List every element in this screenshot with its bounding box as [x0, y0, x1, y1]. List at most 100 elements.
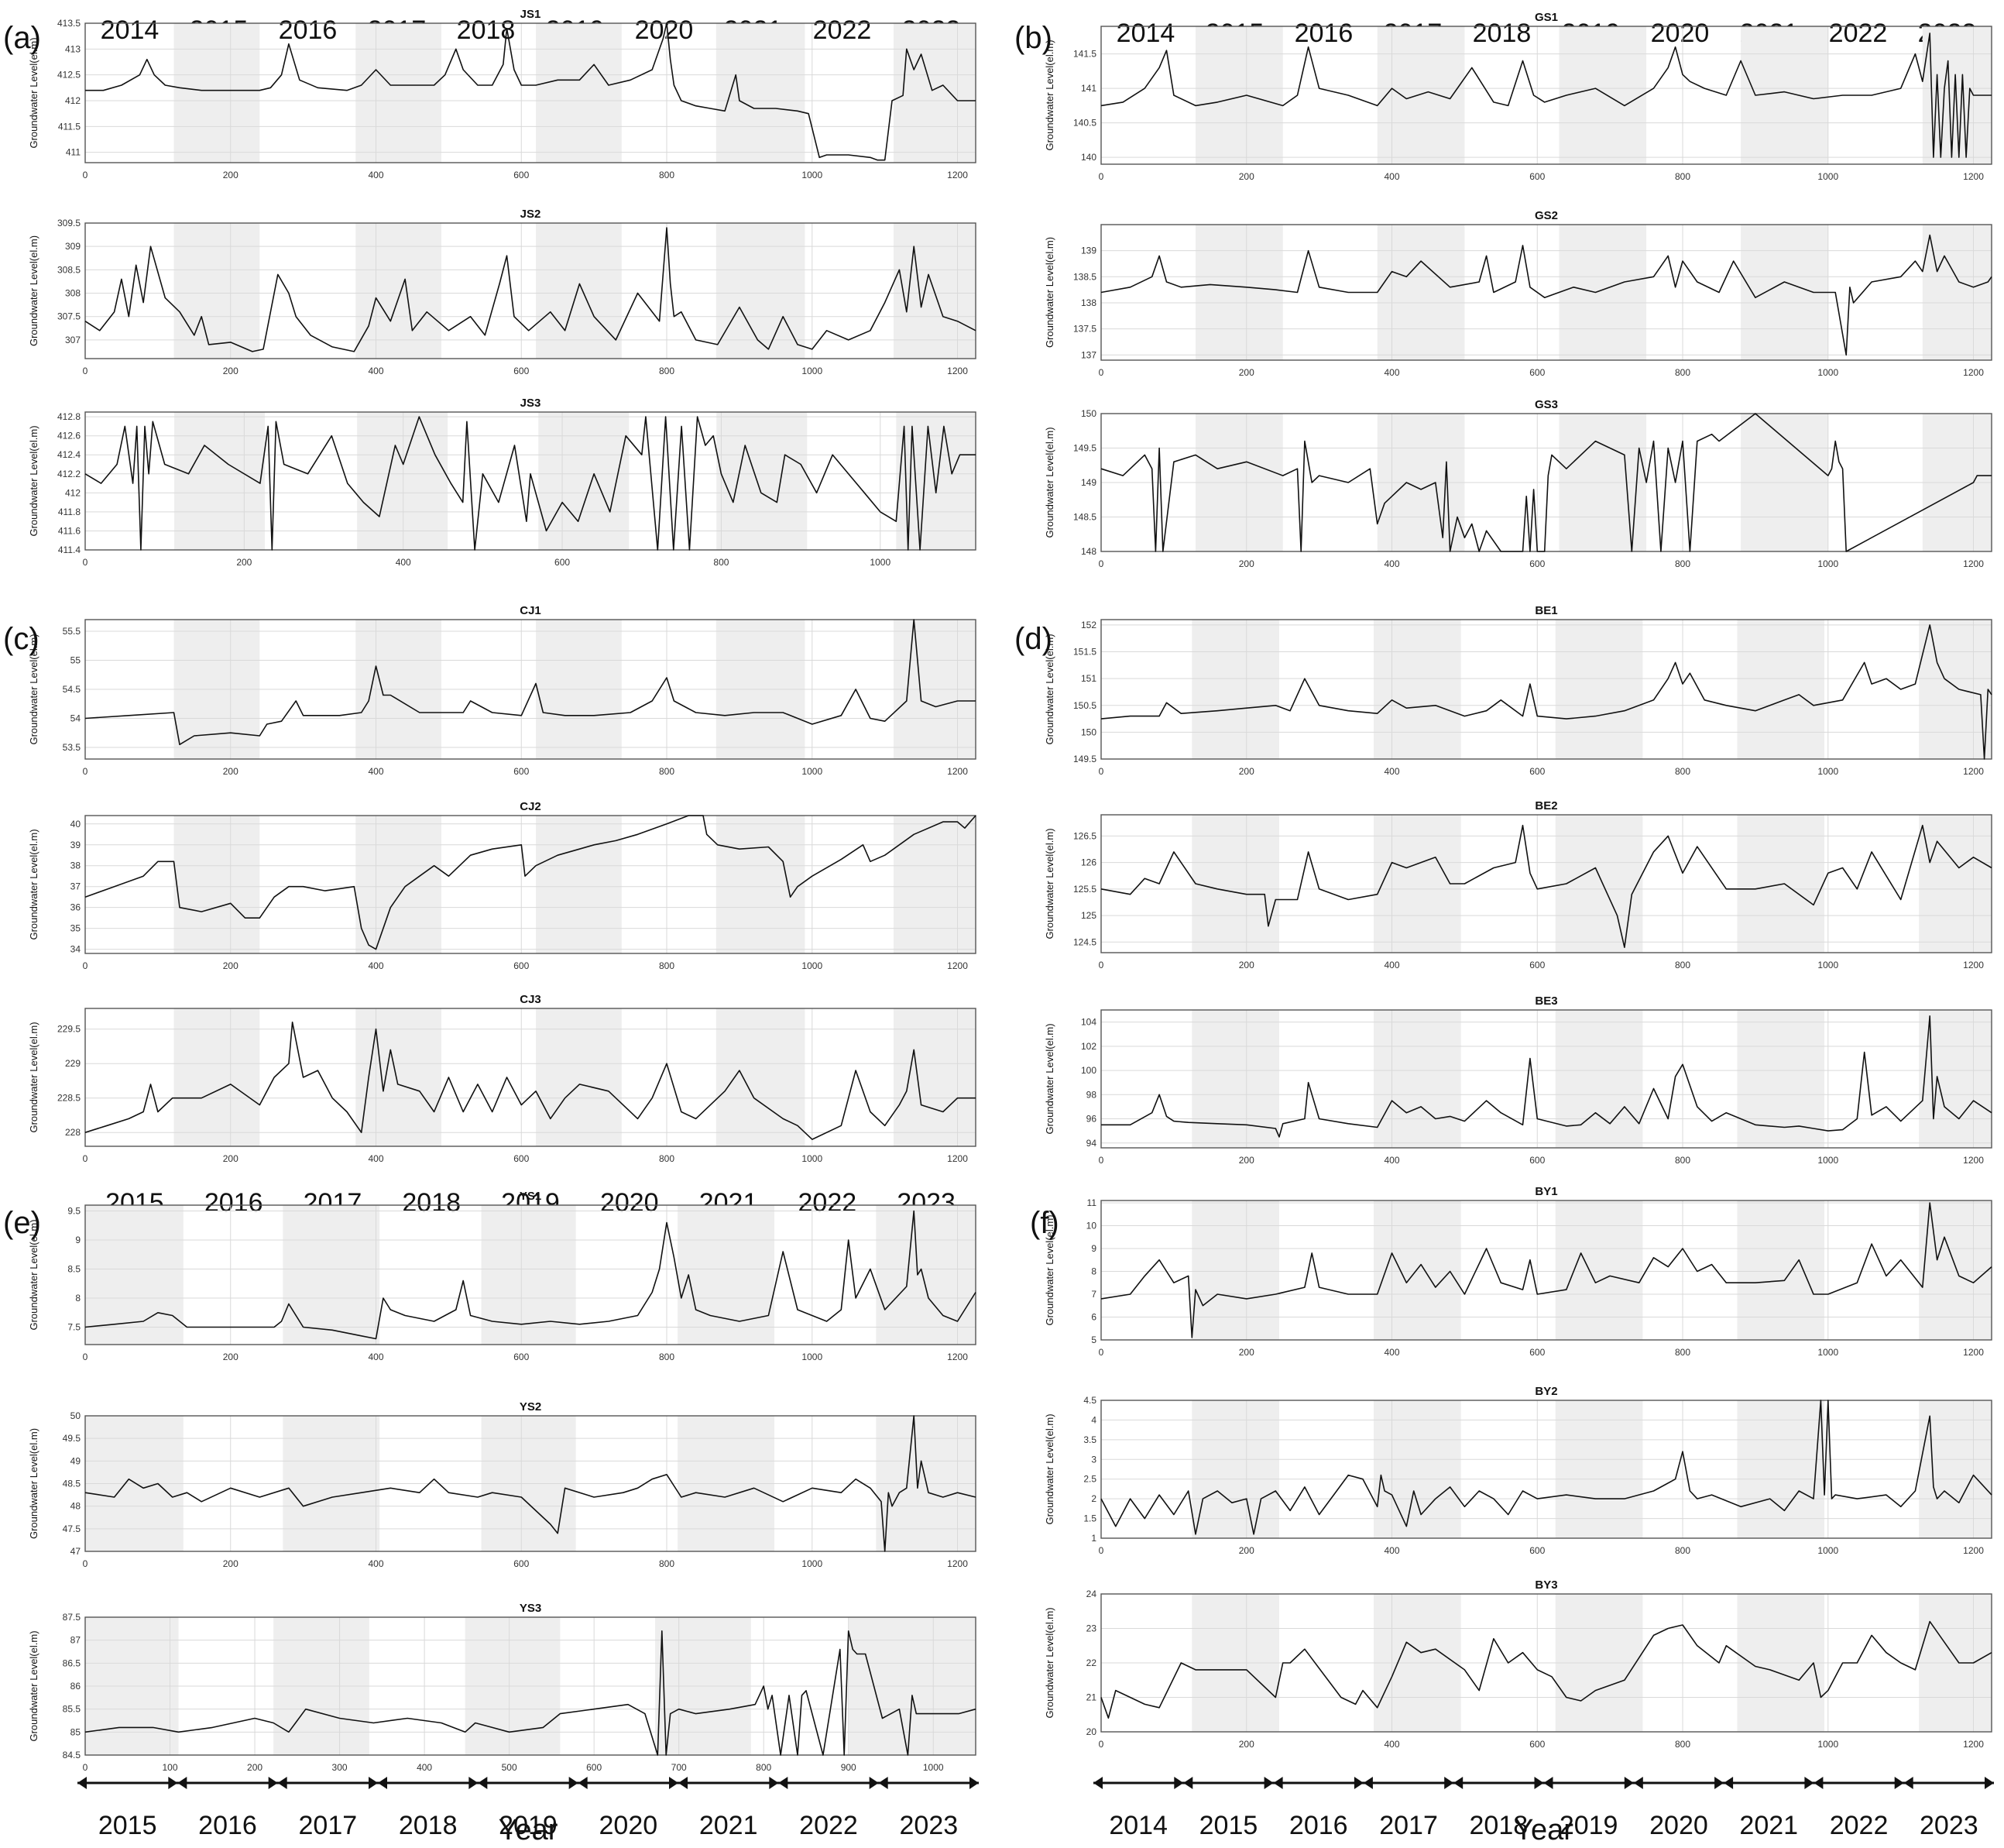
y-tick-label: 9	[1091, 1243, 1096, 1254]
y-tick-label: 7	[1091, 1289, 1096, 1300]
y-axis-label: Groundwater Level(el.m)	[1044, 427, 1055, 538]
x-tick-label: 0	[1099, 1155, 1104, 1166]
plot-frame	[84, 1415, 976, 1552]
shaded-band	[893, 1008, 976, 1146]
x-tick-label: 600	[1529, 960, 1545, 970]
x-tick-label: 800	[659, 766, 674, 777]
subplot-title: BE2	[1535, 799, 1557, 812]
y-tick-label: 48.5	[63, 1479, 81, 1489]
subplot-by3: 0 200 400 600 800 1000 1200 20 21 22 23 24 BY3 Ground…	[1044, 1578, 1992, 1750]
shaded-band	[355, 816, 441, 953]
arrow-head	[1804, 1777, 1814, 1789]
y-tick-label: 228.5	[57, 1093, 81, 1104]
plot-frame	[84, 815, 976, 954]
year-label-top: 2014	[101, 15, 160, 45]
x-tick-label: 400	[368, 960, 383, 971]
x-tick-label: 1200	[1963, 558, 1984, 569]
x-tick-label: 800	[1675, 1739, 1690, 1750]
y-axis-label: Groundwater Level(el.m)	[1044, 828, 1055, 939]
y-tick-label: 54	[70, 713, 81, 724]
y-tick-label: 6	[1091, 1311, 1096, 1322]
y-tick-label: 412	[65, 487, 81, 498]
shaded-band	[1196, 26, 1283, 164]
x-tick-label: 0	[1099, 960, 1104, 970]
x-tick-label: 800	[1675, 558, 1690, 569]
shaded-band	[1741, 26, 1828, 164]
shaded-band	[1919, 815, 1992, 953]
x-tick-label: 200	[1239, 1739, 1254, 1750]
x-tick-label: 0	[83, 1352, 88, 1362]
y-tick-label: 309.5	[57, 218, 81, 228]
subplot-by1: 0 200 400 600 800 1000 1200 5 6 7 8 9 10 11 BY1 Groundw…	[1044, 1185, 1992, 1358]
subplot-title: BY1	[1535, 1185, 1557, 1198]
x-tick-label: 200	[223, 366, 238, 376]
year-label-top: 2020	[1651, 19, 1710, 48]
shaded-band	[536, 223, 622, 359]
year-label-top: 2022	[798, 1188, 857, 1218]
x-tick-label: 400	[417, 1762, 432, 1773]
arrow-head	[77, 1777, 87, 1789]
y-tick-label: 2.5	[1083, 1474, 1096, 1485]
x-tick-label: 800	[1675, 1155, 1690, 1166]
shaded-band	[536, 816, 622, 953]
year-label-bottom: 2015	[98, 1811, 157, 1840]
y-tick-label: 49	[70, 1455, 81, 1466]
subplot-title: CJ2	[520, 800, 541, 813]
subplot-gs2: 0 200 400 600 800 1000 1200 137 137.5 138 138.5 139…	[1044, 209, 1992, 378]
shaded-band	[1192, 1400, 1279, 1538]
panel-label-c: (c)	[3, 622, 39, 656]
x-tick-label: 1000	[1817, 960, 1838, 970]
year-label-bottom: 2016	[198, 1811, 257, 1840]
x-tick-label: 400	[1384, 1739, 1399, 1750]
y-tick-label: 2	[1091, 1493, 1096, 1504]
y-tick-label: 151	[1081, 673, 1096, 684]
arrow-head	[669, 1777, 678, 1789]
x-tick-label: 0	[1099, 766, 1104, 777]
shaded-band	[1737, 620, 1825, 759]
y-axis-label: Groundwater Level(el.m)	[28, 1219, 39, 1330]
y-tick-label: 126	[1081, 857, 1096, 868]
x-tick-label: 600	[513, 366, 529, 376]
y-axis-label: Groundwater Level(el.m)	[1044, 237, 1055, 348]
y-tick-label: 411.4	[58, 544, 81, 555]
arrow-head	[1273, 1777, 1283, 1789]
x-tick-label: 900	[841, 1762, 856, 1773]
y-tick-label: 40	[70, 819, 81, 830]
x-tick-label: 1000	[923, 1762, 944, 1773]
x-tick-label: 0	[1099, 1347, 1104, 1358]
shaded-band	[715, 1008, 805, 1146]
y-tick-label: 100	[1081, 1065, 1096, 1076]
y-tick-label: 138	[1081, 297, 1096, 308]
subplot-title: BY2	[1535, 1385, 1557, 1398]
x-tick-label: 0	[83, 960, 88, 971]
x-tick-label: 1000	[1817, 1155, 1838, 1166]
subplot-title: JS2	[520, 208, 541, 221]
subplot-title: GS1	[1535, 11, 1558, 24]
y-tick-label: 1.5	[1083, 1513, 1096, 1524]
year-label-bottom: 2022	[1830, 1811, 1889, 1840]
shaded-band	[173, 223, 260, 359]
y-axis-label: Groundwater Level(el.m)	[28, 829, 39, 939]
shaded-band	[715, 23, 805, 163]
x-tick-label: 600	[513, 170, 529, 180]
arrow-head	[578, 1777, 588, 1789]
x-tick-label: 600	[1529, 766, 1545, 777]
y-tick-label: 22	[1086, 1657, 1097, 1668]
y-tick-label: 140	[1081, 152, 1096, 163]
shaded-band	[283, 1205, 380, 1345]
x-tick-label: 1000	[1817, 1739, 1838, 1750]
subplot-title: YS1	[520, 1190, 541, 1203]
x-tick-label: 200	[223, 1153, 238, 1164]
y-tick-label: 411.8	[58, 507, 81, 517]
y-tick-label: 48	[70, 1501, 81, 1512]
plot-frame	[84, 222, 976, 359]
x-tick-label: 1000	[1817, 558, 1838, 569]
year-label-top: 2018	[1473, 19, 1532, 48]
x-tick-label: 1200	[1963, 1545, 1984, 1556]
arrow-head	[1174, 1777, 1184, 1789]
shaded-band	[355, 1008, 441, 1146]
x-tick-label: 400	[1384, 960, 1399, 970]
y-tick-label: 47.5	[63, 1523, 81, 1534]
y-tick-label: 21	[1086, 1692, 1097, 1703]
